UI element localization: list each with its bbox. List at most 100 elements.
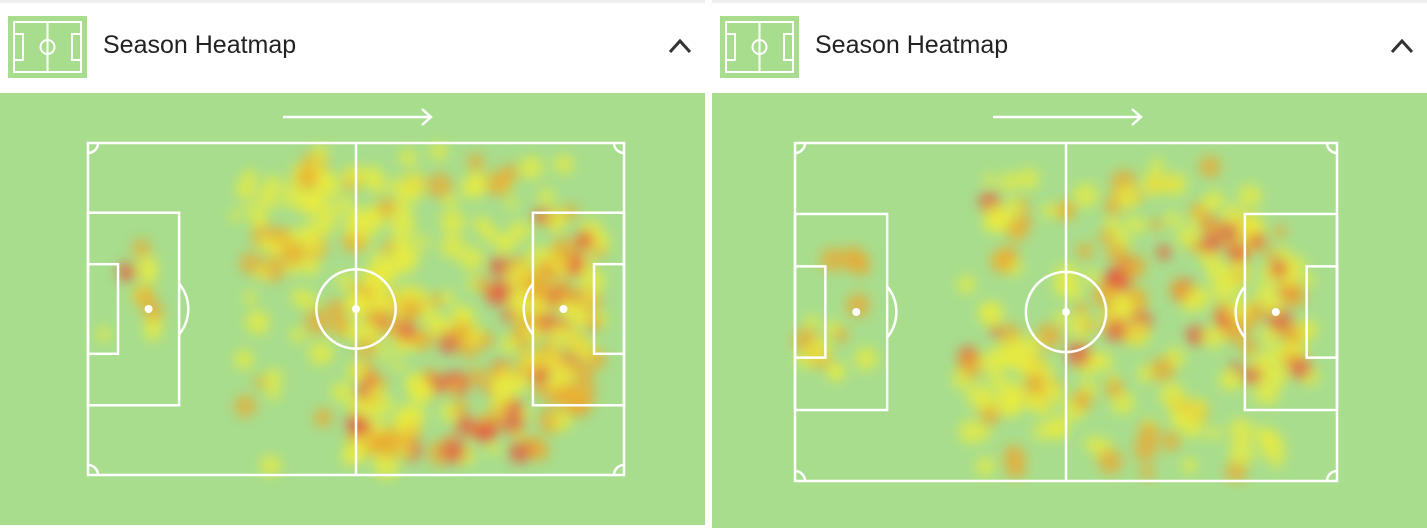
heat-blob [1000,380,1026,406]
heat-blob [117,262,137,282]
heat-blob [1076,242,1094,260]
heat-blob [553,154,574,175]
heat-blob [290,327,306,343]
heat-blob [320,202,342,223]
heat-blob [980,350,1006,376]
heat-blob [284,181,300,197]
heat-blob [467,153,485,172]
corner-arc [612,142,625,155]
heat-blob [1202,252,1222,273]
collapse-button[interactable] [667,37,693,55]
heat-blob [378,348,391,361]
heat-blob [1106,242,1128,264]
heat-blob [505,197,518,210]
heat-blob [966,382,991,408]
centre-spot [352,305,360,313]
heat-blob [362,165,383,186]
heat-blob [235,179,257,200]
heat-blob [343,164,365,187]
heat-blob [466,276,480,291]
heat-blob [1228,361,1242,374]
heatmap-panel: Season Heatmap [712,0,1427,528]
collapse-button[interactable] [1389,37,1415,55]
heat-blob [1265,344,1282,362]
heat-blob [262,175,283,196]
heat-blob [346,397,361,413]
heat-blob [451,320,473,343]
heat-blob [500,336,519,354]
heat-blob [820,247,845,273]
heat-blob [374,375,388,389]
heat-blob [552,411,573,432]
heat-blob [345,291,372,318]
heat-blob [245,310,270,335]
corner-arc [87,463,100,476]
heat-blob [331,381,353,403]
heat-blob [1198,155,1222,178]
heat-blob [488,375,506,394]
heat-blob [537,188,555,206]
heat-blob [473,418,498,444]
heat-blob [1033,423,1050,440]
heat-blob [952,371,970,390]
heat-blob [551,237,577,262]
heat-blob [259,454,282,477]
heat-blob [390,213,416,240]
heat-blob [363,373,377,388]
heat-blob [1041,203,1057,219]
heat-blob [381,241,395,255]
heat-blob [429,142,448,161]
heat-blob [519,155,544,180]
heat-blob [1283,269,1298,284]
heat-blob [1015,354,1038,377]
heat-blob [975,456,995,476]
heat-blob [311,144,329,162]
heat-blob [1218,370,1239,390]
heat-blob [460,176,483,199]
goal-box [86,262,120,356]
heat-blob [1150,356,1175,382]
panel-header[interactable]: Season Heatmap [712,3,1427,90]
heat-blob [1003,444,1026,467]
heat-blob [353,416,372,435]
heat-blob [436,315,449,329]
heat-blob [1247,301,1266,321]
heat-blob [978,302,997,321]
heat-blob [1150,218,1163,231]
heat-blob [1036,322,1063,349]
heat-blob [443,194,458,208]
heat-blob [526,245,545,264]
heat-blob [1141,171,1167,197]
heat-blob [291,288,311,308]
heat-blob [428,293,443,307]
heat-blob [574,363,595,384]
heat-blob [1025,397,1041,413]
heat-blob [355,384,371,400]
panel-title: Season Heatmap [103,31,297,59]
heat-blob [405,371,425,392]
heat-blob [556,280,569,293]
penalty-arc [1234,285,1246,339]
heat-blob [1016,212,1032,229]
heat-blob [1156,244,1172,260]
heat-blob [376,197,396,217]
heat-blob [452,305,470,323]
heat-blob [252,209,268,225]
heat-blob [267,241,283,258]
heat-blob [440,209,466,235]
heat-blob [1115,185,1140,210]
heat-blob [530,295,552,317]
panel-header[interactable]: Season Heatmap [0,3,705,90]
heat-blob [983,173,996,186]
pitch-icon [720,16,799,78]
heat-blob [1181,457,1197,474]
heat-blob [1053,415,1066,428]
heat-blob [1097,449,1123,475]
heat-blob [96,326,112,342]
heat-blob [306,264,320,277]
heat-blob [1084,269,1100,284]
heat-blob [1103,317,1128,342]
heat-blob [1125,321,1151,347]
heat-blob [1206,190,1224,208]
